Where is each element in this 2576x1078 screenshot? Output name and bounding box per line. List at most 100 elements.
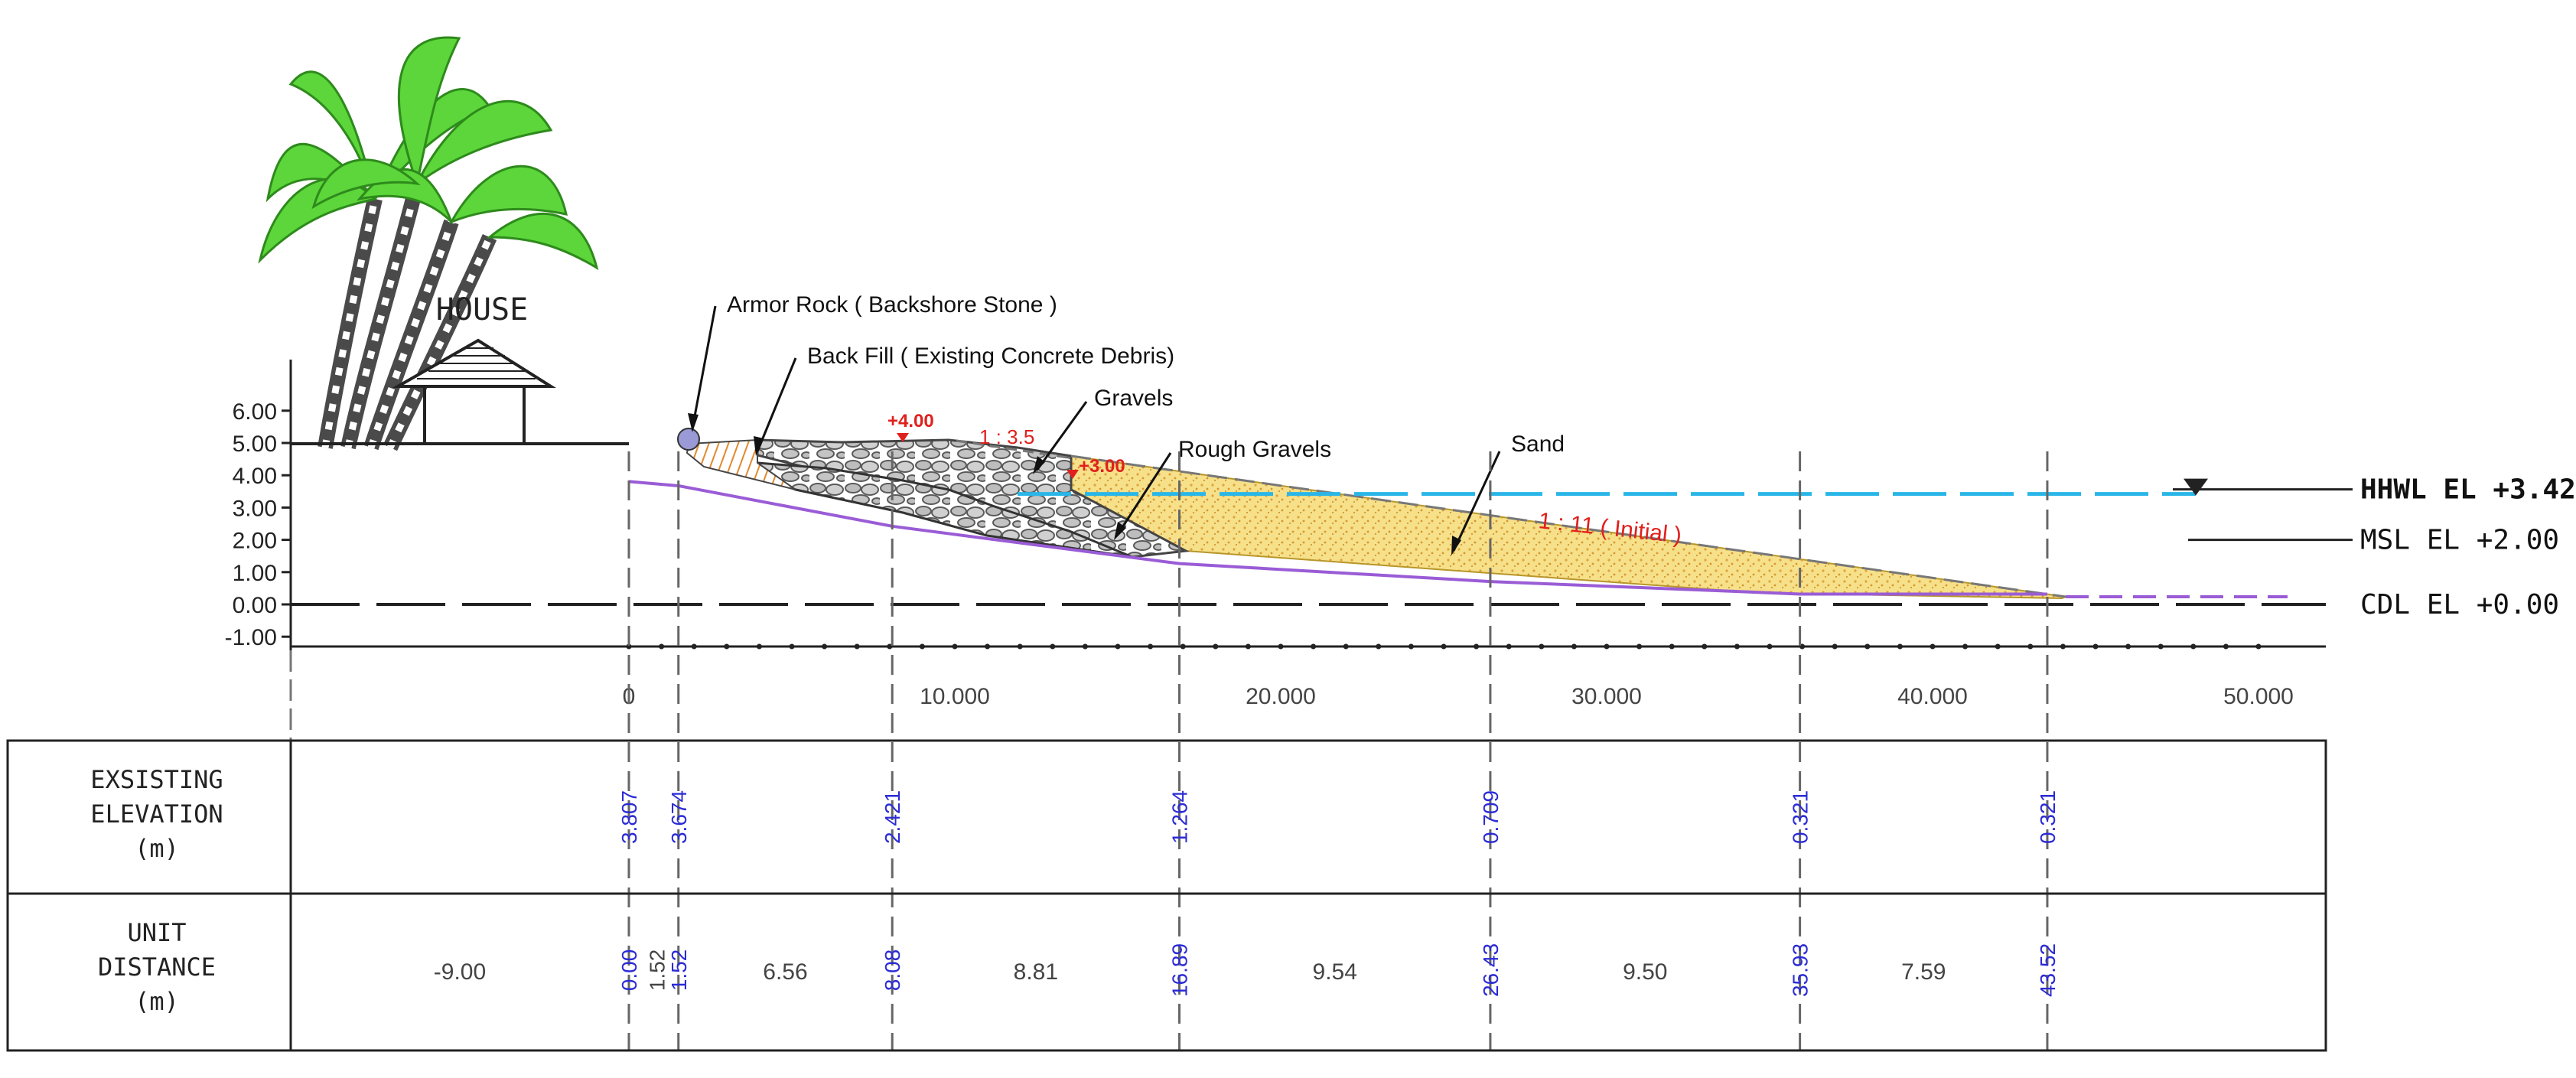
x-minor-tick (2060, 643, 2066, 650)
water-levels: HHWL EL +3.42 MSL EL +2.00 CDL EL +0.00 (291, 474, 2576, 620)
x-minor-tick (1441, 643, 1447, 650)
x-minor-tick (1539, 643, 1545, 650)
x-minor-tick (1604, 643, 1610, 650)
x-minor-tick (1930, 643, 1936, 650)
distance-header-line3: (m) (135, 987, 179, 1016)
station-elevation: 0.321 (1789, 790, 1812, 844)
x-minor-tick (1571, 643, 1577, 650)
elevation-header-line3: (m) (135, 834, 179, 863)
slope-steep-label: 1 : 3.5 (979, 425, 1034, 448)
x-minor-tick (1636, 643, 1643, 650)
armor-rock-callout: Armor Rock ( Backshore Stone ) (727, 292, 1057, 318)
x-minor-tick (1408, 643, 1414, 650)
x-minor-tick (1474, 643, 1480, 650)
data-table: EXSISTING ELEVATION (m) UNIT DISTANCE (m… (6, 739, 2327, 1052)
station-elevation: 3.807 (617, 790, 641, 844)
x-minor-tick (2092, 643, 2099, 650)
station-distance: 8.08 (881, 949, 904, 992)
x-minor-tick (1050, 643, 1056, 650)
rough-gravels-callout: Rough Gravels (1178, 437, 1331, 462)
x-minor-tick (1017, 643, 1023, 650)
segment-distance: 7.59 (1901, 959, 1946, 985)
elevation-header: EXSISTING ELEVATION (m) (90, 765, 223, 863)
x-minor-tick (2255, 643, 2262, 650)
x-minor-tick (1767, 643, 1773, 650)
station-lines (627, 451, 2049, 1050)
x-minor-tick (887, 643, 893, 650)
house-icon (392, 338, 556, 444)
y-tick-label: 2.00 (233, 529, 277, 554)
x-minor-tick (1506, 643, 1512, 650)
armor-rock-icon (677, 428, 700, 451)
hhwl-label: HHWL EL +3.42 (2360, 474, 2576, 506)
x-minor-tick (1082, 643, 1088, 650)
crest-top-label: +4.00 (887, 411, 934, 432)
x-minor-tick (659, 643, 665, 650)
x-minor-tick (1832, 643, 1838, 650)
station-elevation: 0.709 (1479, 790, 1503, 844)
elevation-header-line1: EXSISTING (90, 765, 223, 794)
sand-callout: Sand (1511, 432, 1565, 457)
distance-header-line2: DISTANCE (98, 953, 216, 982)
segment-distance: 1.52 (645, 949, 669, 992)
msl-label: MSL EL +2.00 (2360, 525, 2559, 556)
x-minor-tick (919, 643, 925, 650)
distance-header: UNIT DISTANCE (m) (98, 918, 216, 1016)
x-minor-tick (1734, 643, 1740, 650)
x-minor-tick (854, 643, 860, 650)
station-distance: 16.89 (1168, 943, 1192, 997)
station-elevation: 3.674 (667, 790, 691, 844)
y-tick-label: 5.00 (233, 432, 277, 457)
x-minor-tick (2027, 643, 2034, 650)
segment-distance: 6.56 (763, 959, 807, 985)
x-minor-tick (1376, 643, 1382, 650)
x-minor-tick (985, 643, 991, 650)
station-distance: 1.52 (667, 949, 691, 992)
x-minor-tick (1278, 643, 1284, 650)
house-label: HOUSE (436, 292, 528, 327)
x-minor-tick (1702, 643, 1708, 650)
y-axis: 6.00 5.00 4.00 3.00 2.00 1.00 0.00 -1.00 (225, 360, 292, 1052)
x-minor-tick (724, 643, 730, 650)
y-tick-label: -1.00 (225, 625, 277, 650)
x-minor-tick (2190, 643, 2197, 650)
segment-distance: 9.50 (1623, 959, 1667, 985)
x-minor-tick (756, 643, 762, 650)
x-minor-tick (822, 643, 828, 650)
x-minor-tick (2223, 643, 2229, 650)
station-distance: 0.00 (617, 949, 641, 992)
x-minor-tick (1995, 643, 2001, 650)
y-tick-label: 0.00 (233, 593, 277, 618)
station-distance: 26.43 (1479, 943, 1503, 997)
x-minor-tick (1213, 643, 1219, 650)
x-minor-tick (1897, 643, 1903, 650)
elevation-header-line2: ELEVATION (90, 800, 223, 829)
y-tick-label: 1.00 (233, 561, 277, 586)
x-minor-tick (1669, 643, 1675, 650)
x-minor-tick (1115, 643, 1121, 650)
y-tick-label: 4.00 (233, 464, 277, 489)
revetment-layers (677, 428, 2069, 600)
palm-trees-icon (258, 36, 599, 451)
x-minor-tick (1180, 643, 1186, 650)
gravels-callout: Gravels (1094, 386, 1173, 411)
callouts: Armor Rock ( Backshore Stone ) Back Fill… (688, 292, 1565, 555)
x-tick-label: 20.000 (1246, 684, 1316, 709)
distance-header-line1: UNIT (127, 918, 186, 947)
x-tick-label: 50.000 (2223, 684, 2294, 709)
x-minor-tick (691, 643, 697, 650)
x-minor-tick (789, 643, 795, 650)
x-tick-label: 40.000 (1897, 684, 1968, 709)
x-minor-tick (1864, 643, 1871, 650)
x-tick-label: 10.000 (920, 684, 990, 709)
x-minor-tick (1311, 643, 1317, 650)
station-elevation: 2.421 (881, 790, 904, 844)
x-minor-tick (626, 643, 632, 650)
y-tick-label: 3.00 (233, 496, 277, 521)
segment-distance: -9.00 (434, 959, 486, 985)
x-tick-label: 30.000 (1571, 684, 1642, 709)
cdl-label: CDL EL +0.00 (2360, 589, 2559, 620)
x-minor-tick (1148, 643, 1154, 650)
